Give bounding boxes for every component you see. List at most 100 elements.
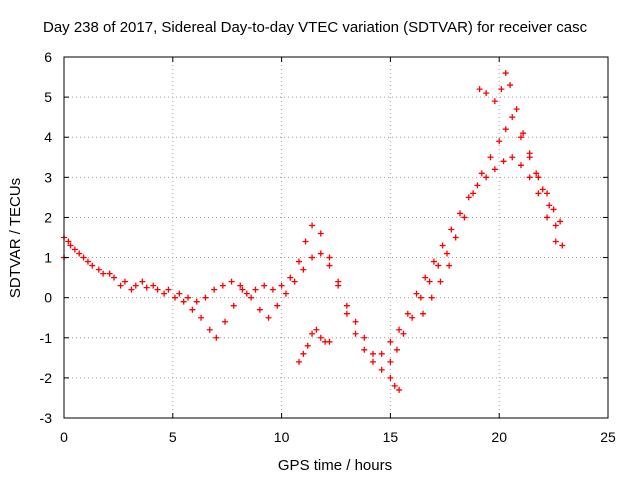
data-point bbox=[483, 174, 490, 181]
axis-ticks: 0 5 10 15 20 25 -3 -2 -1 0 1 2 3 4 5 6 bbox=[40, 49, 616, 445]
data-point bbox=[95, 266, 102, 273]
data-point bbox=[171, 294, 178, 301]
data-point bbox=[387, 358, 394, 365]
data-point bbox=[302, 238, 309, 245]
data-point bbox=[546, 202, 553, 209]
data-point bbox=[517, 162, 524, 169]
data-point bbox=[309, 330, 316, 337]
data-point bbox=[230, 302, 237, 309]
data-point bbox=[409, 314, 416, 321]
data-point bbox=[417, 294, 424, 301]
data-point bbox=[222, 318, 229, 325]
data-point bbox=[552, 222, 559, 229]
data-point bbox=[278, 282, 285, 289]
y-tick-label: 5 bbox=[44, 89, 52, 105]
data-point bbox=[426, 278, 433, 285]
data-point bbox=[243, 290, 250, 297]
data-point bbox=[248, 294, 255, 301]
series-track-d bbox=[296, 262, 453, 393]
y-tick-label: 4 bbox=[44, 129, 52, 145]
x-tick-label: 0 bbox=[60, 429, 68, 445]
data-point bbox=[265, 314, 272, 321]
data-point bbox=[304, 342, 311, 349]
x-tick-label: 25 bbox=[600, 429, 616, 445]
y-axis-label: SDTVAR / TECUs bbox=[7, 178, 24, 298]
y-tick-label: 6 bbox=[44, 49, 52, 65]
data-point bbox=[391, 382, 398, 389]
y-tick-label: -3 bbox=[40, 410, 53, 426]
data-point bbox=[452, 234, 459, 241]
data-series bbox=[61, 70, 566, 393]
data-point bbox=[502, 126, 509, 133]
data-point bbox=[474, 182, 481, 189]
plot-frame bbox=[63, 56, 609, 419]
data-point bbox=[309, 222, 316, 229]
data-point bbox=[509, 114, 516, 121]
data-point bbox=[387, 338, 394, 345]
data-point bbox=[317, 250, 324, 257]
data-point bbox=[500, 158, 507, 165]
chart-title: Day 238 of 2017, Sidereal Day-to-day VTE… bbox=[43, 19, 588, 36]
data-point bbox=[165, 286, 172, 293]
data-point bbox=[206, 326, 213, 333]
data-point bbox=[507, 82, 514, 89]
data-point bbox=[544, 214, 551, 221]
data-point bbox=[211, 286, 218, 293]
data-point bbox=[274, 302, 281, 309]
data-point bbox=[296, 258, 303, 265]
data-point bbox=[296, 358, 303, 365]
data-point bbox=[185, 294, 192, 301]
data-point bbox=[470, 190, 477, 197]
data-point bbox=[111, 274, 118, 281]
data-point bbox=[491, 98, 498, 105]
data-point bbox=[517, 134, 524, 141]
data-point bbox=[219, 282, 226, 289]
data-point bbox=[513, 106, 520, 113]
data-point bbox=[559, 242, 566, 249]
x-tick-label: 20 bbox=[491, 429, 507, 445]
data-point bbox=[193, 298, 200, 305]
data-point bbox=[457, 210, 464, 217]
data-point bbox=[378, 350, 385, 357]
series-track-a bbox=[61, 114, 564, 373]
y-tick-label: -1 bbox=[40, 330, 53, 346]
data-point bbox=[498, 86, 505, 93]
data-point bbox=[343, 310, 350, 317]
x-tick-label: 15 bbox=[383, 429, 399, 445]
data-point bbox=[539, 186, 546, 193]
data-point bbox=[343, 302, 350, 309]
data-point bbox=[317, 334, 324, 341]
x-axis-label: GPS time / hours bbox=[278, 457, 392, 474]
data-point bbox=[128, 286, 135, 293]
data-point bbox=[106, 270, 113, 277]
series-track-c bbox=[476, 70, 566, 249]
data-point bbox=[520, 130, 527, 137]
data-point bbox=[483, 90, 490, 97]
data-point bbox=[428, 294, 435, 301]
y-tick-label: 3 bbox=[44, 169, 52, 185]
data-point bbox=[404, 310, 411, 317]
data-point bbox=[478, 170, 485, 177]
data-point bbox=[261, 282, 268, 289]
data-point bbox=[396, 386, 403, 393]
data-point bbox=[300, 266, 307, 273]
data-point bbox=[139, 278, 146, 285]
data-point bbox=[496, 138, 503, 145]
data-point bbox=[89, 262, 96, 269]
data-point bbox=[369, 350, 376, 357]
data-point bbox=[239, 286, 246, 293]
data-point bbox=[502, 70, 509, 77]
y-tick-label: 0 bbox=[44, 290, 52, 306]
data-point bbox=[213, 334, 220, 341]
data-point bbox=[352, 330, 359, 337]
data-point bbox=[557, 218, 564, 225]
data-point bbox=[439, 242, 446, 249]
data-point bbox=[121, 278, 128, 285]
data-point bbox=[300, 350, 307, 357]
data-point bbox=[387, 374, 394, 381]
data-point bbox=[396, 326, 403, 333]
data-point bbox=[326, 262, 333, 269]
data-point bbox=[465, 194, 472, 201]
data-point bbox=[189, 306, 196, 313]
